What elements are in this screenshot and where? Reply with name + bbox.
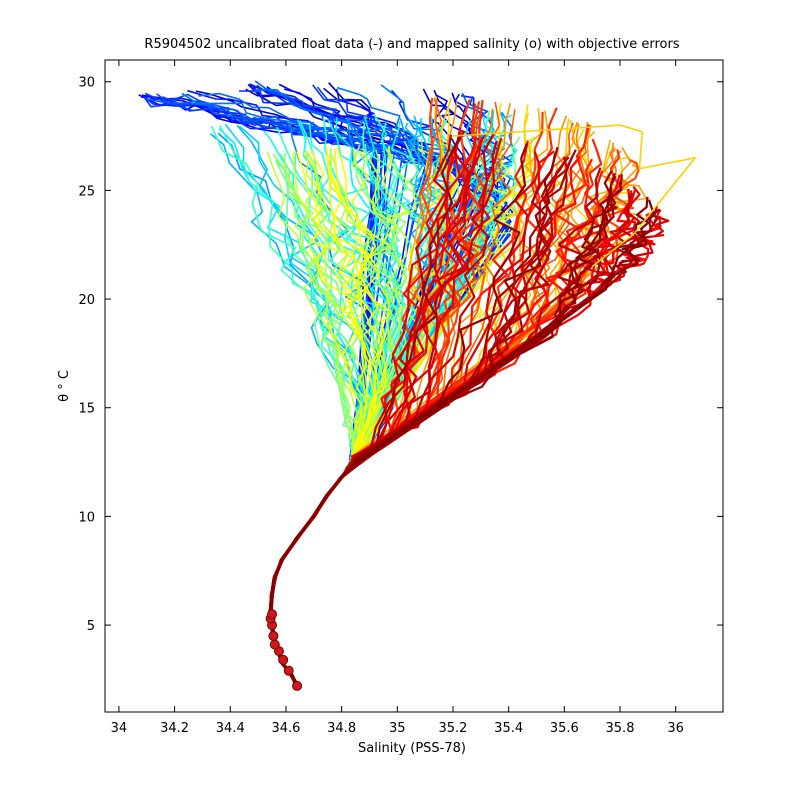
mapped-salinity-layer [265,609,303,691]
x-tick-label: 35 [389,721,406,736]
y-tick-label: 20 [78,293,95,308]
y-tick-label: 25 [78,184,95,199]
chart-title: R5904502 uncalibrated float data (-) and… [144,37,679,52]
x-tick-label: 36 [667,721,684,736]
x-tick-label: 34.4 [216,721,245,736]
y-tick-label: 30 [78,76,95,91]
x-tick-label: 34 [111,721,128,736]
mapped-salinity-marker [269,639,280,650]
mapped-salinity-marker [268,630,279,641]
x-tick-label: 35.6 [550,721,579,736]
x-tick-label: 35.4 [494,721,523,736]
x-axis-label: Salinity (PSS-78) [358,741,466,756]
x-tick-label: 35.2 [438,721,467,736]
mapped-salinity-marker [267,609,278,620]
x-tick-label: 34.6 [271,721,300,736]
y-tick-label: 10 [78,510,95,525]
plot-frame [104,59,724,713]
y-tick-label: 15 [78,402,95,417]
x-tick-label: 35.8 [606,721,635,736]
x-tick-label: 34.8 [327,721,356,736]
x-axis-ticks: 34 34.2 34.4 34.6 34.8 35 35.2 35.4 35.6 35.8 36 [111,60,684,736]
mapped-salinity-marker [278,654,289,665]
mapped-salinity-marker [283,665,294,676]
y-tick-label: 5 [87,619,95,634]
outlier-profile-line [452,124,698,268]
x-tick-label: 34.2 [160,721,189,736]
mapped-salinity-marker [292,680,303,691]
y-axis-ticks: 5 10 15 20 25 30 [78,76,723,634]
y-axis-label: θ ° C [57,370,72,402]
